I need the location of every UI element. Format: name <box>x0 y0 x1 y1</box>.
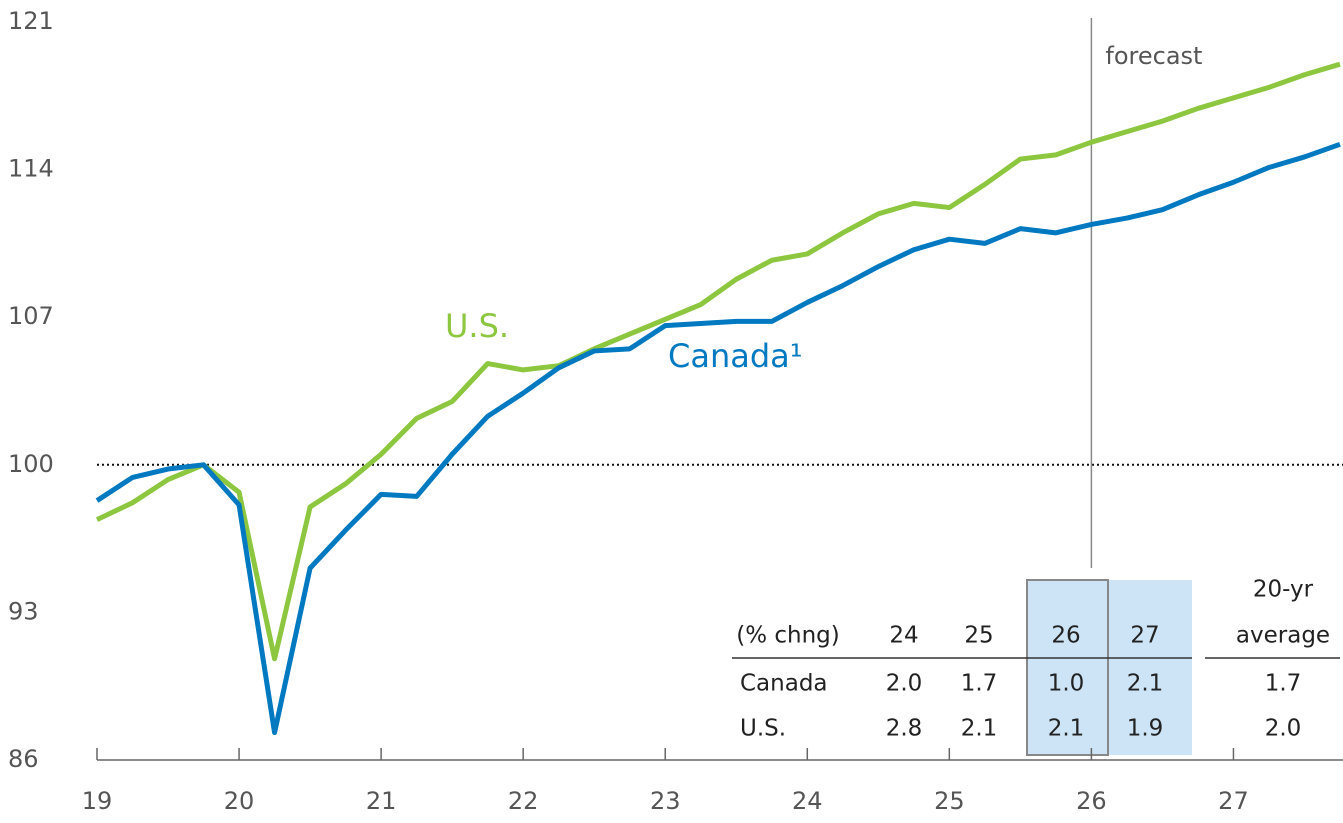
table-cell: 1.9 <box>1127 716 1164 742</box>
table-header: average <box>1236 623 1330 649</box>
x-tick-label: 19 <box>82 787 113 815</box>
table-cell: 1.7 <box>961 671 998 697</box>
forecast-label: forecast <box>1105 42 1202 70</box>
table-cell: 1.7 <box>1265 671 1302 697</box>
table-row-label: U.S. <box>740 716 786 742</box>
current-year-box <box>1026 579 1109 756</box>
table-header: 27 <box>1130 623 1159 649</box>
x-tick-label: 27 <box>1218 787 1249 815</box>
table-header: 25 <box>964 623 993 649</box>
series-line <box>95 61 1341 662</box>
x-tick-label: 20 <box>224 787 255 815</box>
y-tick-label: 114 <box>8 155 54 183</box>
x-tick-label: 23 <box>650 787 681 815</box>
table-cell: 2.0 <box>1265 716 1302 742</box>
x-tick-label: 25 <box>934 787 965 815</box>
y-tick-label: 107 <box>8 302 54 330</box>
forecast-highlight <box>1027 580 1192 755</box>
y-tick-label: 121 <box>8 7 54 35</box>
x-tick-label: 26 <box>1076 787 1107 815</box>
table-header: 26 <box>1051 623 1080 649</box>
table-cell: 2.1 <box>961 716 998 742</box>
y-tick-label: 93 <box>8 597 39 625</box>
table-cell: 2.0 <box>886 671 923 697</box>
table-cell: 1.0 <box>1048 671 1085 697</box>
table-cell: 2.1 <box>1127 671 1164 697</box>
x-tick-label: 21 <box>366 787 397 815</box>
x-tick-label: 22 <box>508 787 539 815</box>
series-label: Canada¹ <box>668 337 803 375</box>
table-cell: 2.1 <box>1048 716 1085 742</box>
series-label: U.S. <box>445 307 509 345</box>
table-cell: 2.8 <box>886 716 923 742</box>
table-header: (% chng) <box>736 623 840 649</box>
table-header: 24 <box>889 623 918 649</box>
table-header: 20-yr <box>1253 577 1314 603</box>
table-row-label: Canada <box>740 671 828 697</box>
series-line <box>95 141 1341 736</box>
y-tick-label: 100 <box>8 450 54 478</box>
y-tick-label: 86 <box>8 745 39 773</box>
x-tick-label: 24 <box>792 787 823 815</box>
